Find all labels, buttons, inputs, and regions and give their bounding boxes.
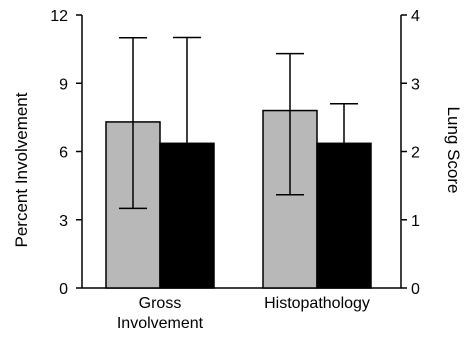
right-tick-label: 4: [411, 8, 420, 25]
right-tick-label: 0: [411, 281, 420, 298]
right-tick-label: 2: [411, 145, 420, 162]
category-label: Histopathology: [264, 295, 370, 312]
right-tick-label: 3: [411, 76, 420, 93]
right-axis-title: Lung Score: [444, 107, 463, 194]
left-axis-title: Percent Involvement: [12, 92, 31, 247]
bar: [316, 142, 372, 289]
right-tick-label: 1: [411, 213, 420, 230]
category-label: Involvement: [117, 315, 204, 332]
category-label: Gross: [139, 295, 182, 312]
error-bars: [119, 36, 358, 210]
left-tick-label: 9: [59, 76, 68, 93]
category-labels: Gross Involvement Histopathology: [117, 295, 370, 332]
bar: [159, 142, 215, 289]
left-tick-label: 6: [59, 145, 68, 162]
bars: [105, 109, 372, 289]
left-tick-label: 0: [59, 281, 68, 298]
left-tick-label: 12: [50, 8, 68, 25]
left-tick-label: 3: [59, 213, 68, 230]
